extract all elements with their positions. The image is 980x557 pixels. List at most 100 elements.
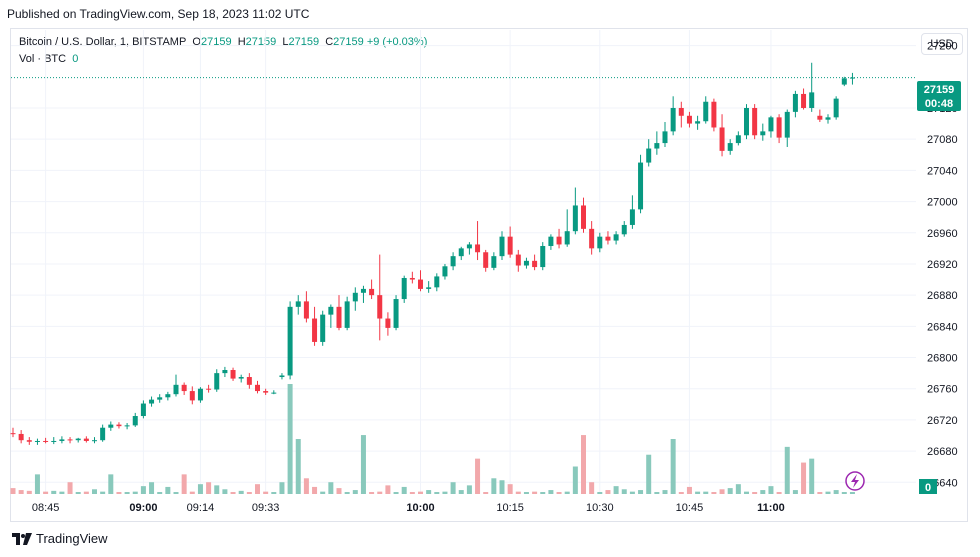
price-tick-label: 26920 [927,259,958,271]
candle-body [605,236,611,241]
volume-bar [638,490,644,494]
alert-icon[interactable] [845,471,865,491]
candle [197,387,203,403]
volume-bar [344,492,350,494]
volume-bar [222,489,228,494]
candle-body [385,318,391,328]
candle-body [149,399,155,404]
volume-bar [328,482,334,494]
candle [589,221,595,255]
volume-bar [214,485,220,494]
candle-body [540,246,546,268]
published-text: Published on TradingView.com, Sep 18, 20… [7,7,310,21]
candle [230,367,236,381]
volume-bar [51,490,57,494]
volume-bar [556,492,562,494]
symbol-title[interactable]: Bitcoin / U.S. Dollar, 1, BITSTAMP [19,36,187,48]
volume-bar [377,491,383,494]
volume-bar [491,478,497,494]
volume-bar [108,474,114,494]
candle [344,296,350,331]
time-tick-label: 11:00 [757,502,785,514]
price-tick-label: 27040 [927,165,958,177]
candle [18,430,24,444]
price-tick-label: 26840 [927,321,958,333]
price-tick-label: 27080 [927,134,958,146]
candle [556,228,562,249]
volume-bar [279,482,285,494]
candle-body [369,288,375,296]
candle [434,273,440,292]
volume-bar [385,485,391,494]
candle [646,139,652,167]
candle [483,249,489,272]
candle [719,114,725,157]
candles [10,62,855,445]
candle-body [735,135,741,144]
volume-bars [10,384,855,494]
candle-body [670,107,676,132]
price-badge: 27159 00:48 [917,81,961,111]
volume-bar [572,466,578,494]
candle-body [418,279,423,289]
volume-bar [711,492,717,494]
candle [67,437,73,444]
candle-body [556,236,562,245]
candle [26,437,32,445]
currency-button[interactable]: USD [921,33,963,55]
candle [491,252,497,271]
price-tick-label: 26960 [927,228,958,240]
volume-bar [564,491,570,494]
volume-bar [825,491,831,494]
price-tick-label: 26680 [927,446,958,458]
candle-body [703,101,709,122]
candle [409,271,415,284]
candle [792,90,798,118]
candle [369,279,375,300]
candle-body [475,244,481,253]
time-tick-label: 09:00 [129,502,157,514]
volume-bar [442,491,448,494]
volume-bar [418,491,423,494]
candle-body [92,440,97,442]
volume-bar [801,462,807,494]
price-tick-label: 26760 [927,384,958,396]
candle [621,221,627,237]
candle [263,388,269,395]
footer-brand[interactable]: TradingView [12,531,108,546]
candle-body [695,121,701,124]
change-value: +9 (+0.03%) [366,36,428,48]
candle-body [784,111,790,138]
candle-body [189,391,195,401]
candle-body [662,131,668,144]
candle-body [222,370,228,374]
candle [564,209,570,247]
candle-body [532,260,538,268]
volume-bar [271,492,277,494]
candle-body [678,107,684,116]
volume-label[interactable]: Vol · BTC [19,53,67,65]
candle-body [140,403,146,417]
candle [377,254,383,341]
candle [157,394,163,403]
candle [246,373,252,389]
price-tick-label: 27200 [927,41,958,53]
candle [849,72,855,85]
volume-bar [589,482,595,494]
candle-body [181,384,187,392]
volume-bar [230,492,236,494]
candle [181,382,187,395]
candle-body [597,236,603,249]
candle [140,400,146,419]
candle-body [352,292,358,302]
candle-body [719,127,725,151]
candle [10,427,16,438]
candle-body [100,427,106,441]
candle-body [817,115,823,120]
candle-body [466,244,472,249]
candle [499,231,505,261]
volume-bar [189,491,195,494]
candle-body [776,117,782,138]
volume-bar [662,490,668,494]
